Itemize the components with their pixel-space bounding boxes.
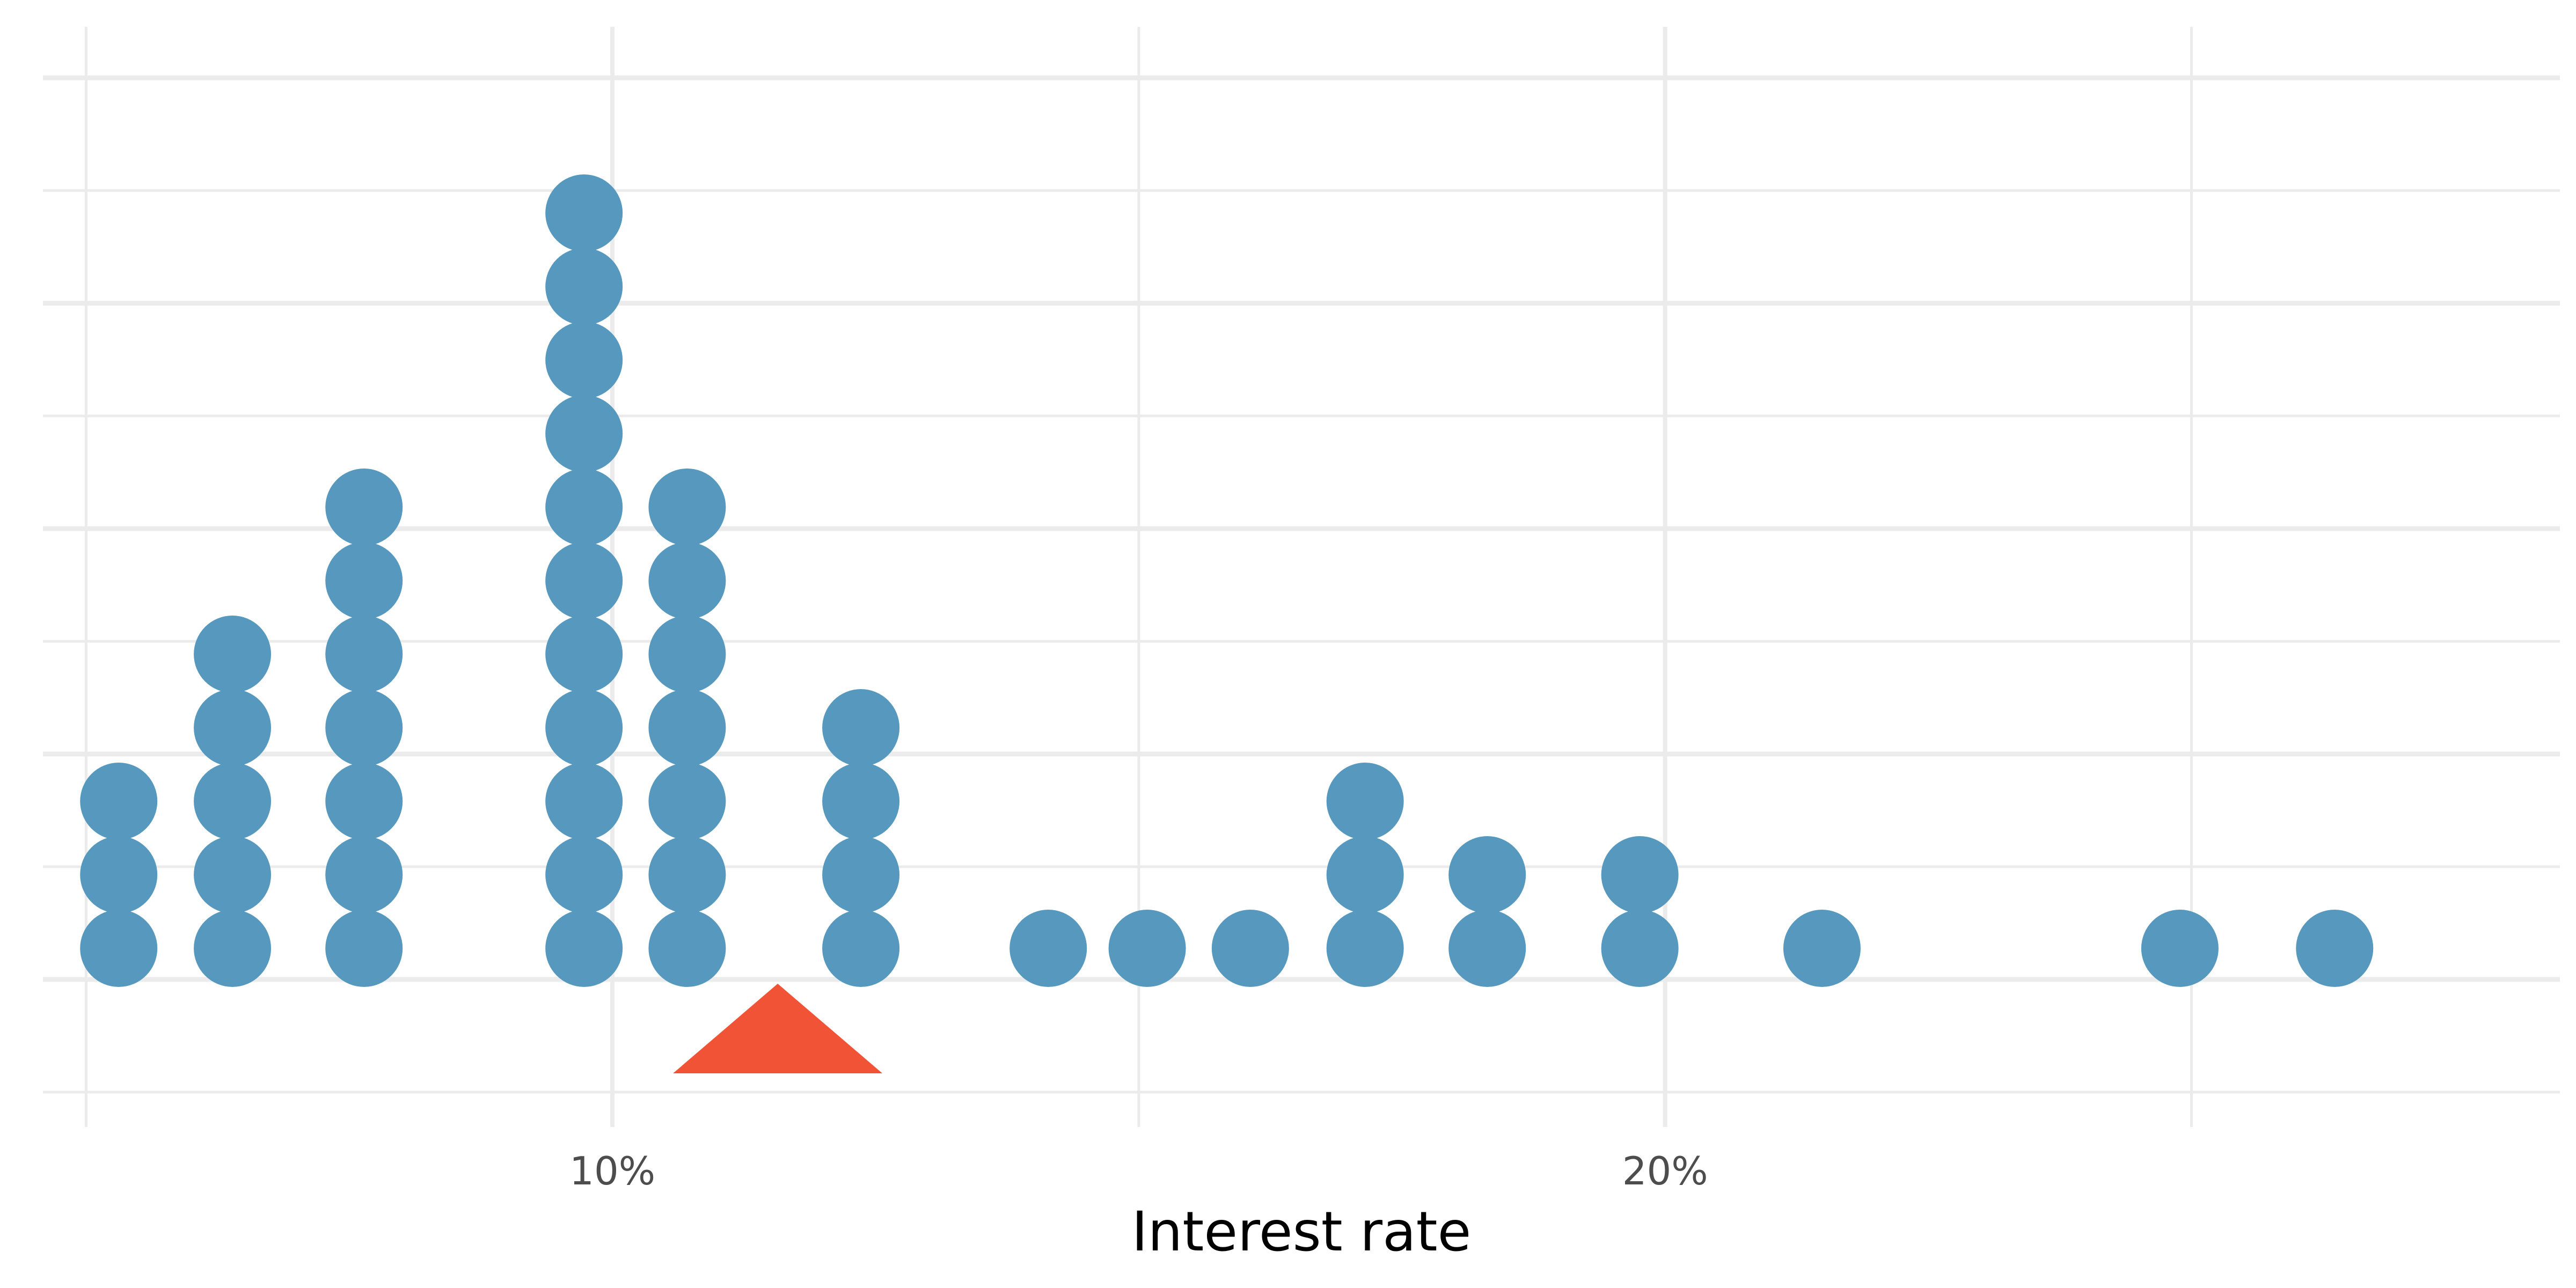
data-dot	[648, 689, 726, 766]
data-dot	[822, 689, 900, 766]
data-dot	[80, 910, 158, 987]
data-dot	[325, 616, 403, 693]
mean-triangle-marker	[673, 984, 883, 1073]
data-dot	[325, 542, 403, 619]
data-dot	[545, 763, 623, 840]
data-dot	[648, 836, 726, 913]
data-dot	[1108, 910, 1186, 987]
data-dot	[648, 469, 726, 546]
data-dot	[1601, 836, 1679, 913]
data-dot	[822, 910, 900, 987]
data-dot	[545, 836, 623, 913]
data-dot	[194, 910, 272, 987]
data-dot	[648, 616, 726, 693]
data-dot	[194, 689, 272, 766]
x-axis-title: Interest rate	[1132, 1200, 1472, 1264]
mean-marker-layer	[673, 984, 883, 1073]
data-dot	[1448, 836, 1526, 913]
data-dot	[325, 689, 403, 766]
x-tick-labels: 10% 20%	[569, 1148, 1708, 1194]
data-dot	[545, 689, 623, 766]
data-dot	[545, 469, 623, 546]
data-dot	[1326, 763, 1404, 840]
data-dot	[1009, 910, 1087, 987]
data-dot	[545, 616, 623, 693]
data-dot	[325, 763, 403, 840]
data-dot	[325, 836, 403, 913]
data-dot	[2141, 910, 2219, 987]
data-dot	[1326, 836, 1404, 913]
data-dot	[325, 469, 403, 546]
data-dot	[194, 763, 272, 840]
data-dot	[80, 763, 158, 840]
data-dot	[194, 836, 272, 913]
data-dot	[545, 174, 623, 252]
data-dot	[1783, 910, 1861, 987]
data-dot	[545, 910, 623, 987]
data-dot	[1211, 910, 1289, 987]
data-dot	[545, 248, 623, 325]
data-dot	[822, 763, 900, 840]
data-dot	[545, 542, 623, 619]
data-dot	[325, 910, 403, 987]
data-dot	[1326, 910, 1404, 987]
data-dot	[194, 616, 272, 693]
data-dot	[2296, 910, 2374, 987]
x-tick-label: 20%	[1622, 1148, 1708, 1194]
data-dot	[545, 395, 623, 472]
data-dot	[80, 836, 158, 913]
data-dot	[1448, 910, 1526, 987]
data-dot	[822, 836, 900, 913]
x-tick-label: 10%	[569, 1148, 655, 1194]
data-dot	[648, 542, 726, 619]
data-dot	[1601, 910, 1679, 987]
data-dot	[545, 321, 623, 399]
data-dot	[648, 910, 726, 987]
data-dot	[648, 763, 726, 840]
dots	[80, 174, 2374, 987]
